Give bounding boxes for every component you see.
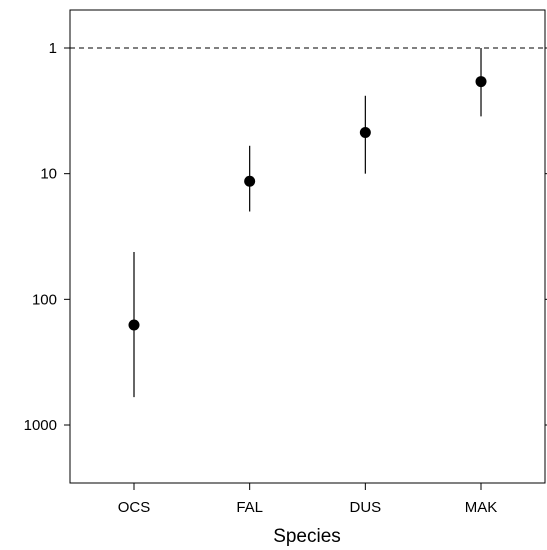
x-tick-label-0: OCS — [118, 499, 151, 516]
point-ocs — [128, 319, 140, 331]
plot-frame — [69, 9, 546, 484]
y-tick-label-1: 10 — [40, 166, 57, 183]
y-tick-label-2: 100 — [32, 291, 57, 308]
x-axis-title: Species — [273, 526, 341, 547]
data-marks — [128, 48, 487, 398]
y-axis: 1 10 100 1000 — [24, 40, 547, 434]
x-axis: OCS FAL DUS MAK — [118, 483, 498, 516]
y-tick-label-3: 1000 — [24, 417, 57, 434]
point-fal — [244, 175, 256, 187]
x-tick-label-1: FAL — [236, 499, 263, 516]
point-dus — [359, 126, 371, 138]
x-tick-label-2: DUS — [350, 499, 382, 516]
x-tick-label-3: MAK — [465, 499, 498, 516]
y-tick-label-0: 1 — [49, 40, 57, 57]
point-mak — [475, 76, 487, 88]
